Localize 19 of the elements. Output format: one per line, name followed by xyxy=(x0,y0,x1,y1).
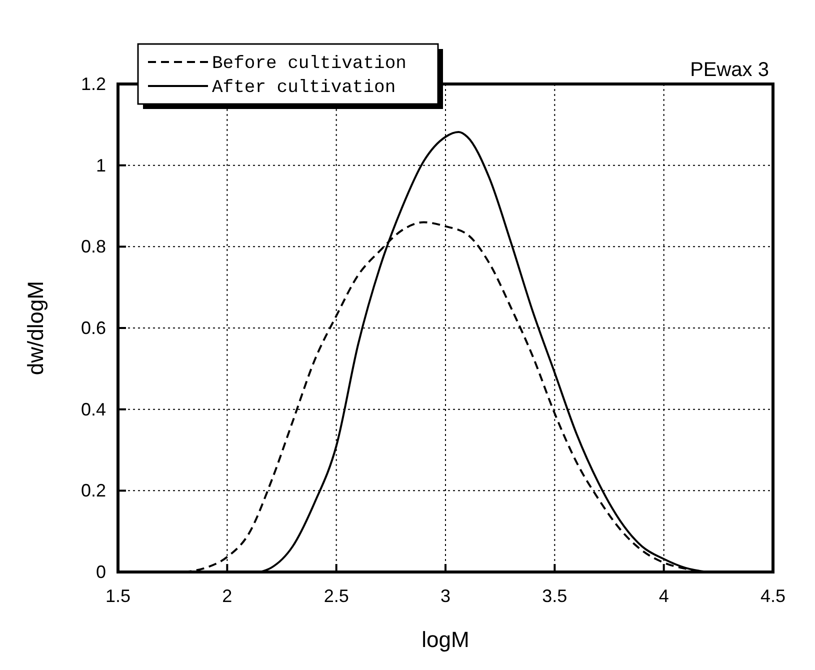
y-tick-label: 0 xyxy=(96,562,106,582)
legend-label: After cultivation xyxy=(212,78,396,98)
chart-title: PEwax 3 xyxy=(690,59,769,81)
x-axis-title: logM xyxy=(422,627,470,652)
x-tick-label: 4 xyxy=(658,586,669,606)
y-tick-label: 0.4 xyxy=(80,399,106,420)
y-tick-label: 0.2 xyxy=(80,480,106,501)
x-tick-label: 2 xyxy=(222,586,232,606)
legend-label: Before cultivation xyxy=(212,54,406,74)
y-tick-label: 1.2 xyxy=(80,74,106,94)
x-tick-label: 2.5 xyxy=(324,586,349,606)
x-tick-label: 1.5 xyxy=(105,586,131,606)
y-axis-title: dw/dlogM xyxy=(23,280,48,376)
y-tick-label: 0.6 xyxy=(80,318,106,338)
y-tick-label: 0.8 xyxy=(80,236,106,257)
x-tick-label: 4.5 xyxy=(760,586,786,606)
x-tick-label: 3.5 xyxy=(542,586,568,606)
y-tick-label: 1 xyxy=(96,155,106,176)
x-tick-label: 3 xyxy=(440,586,451,606)
